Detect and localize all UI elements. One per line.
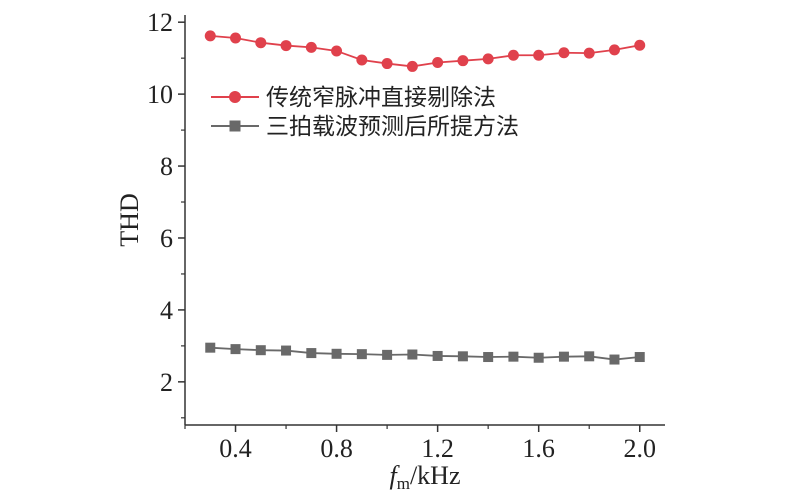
y-ticks: 2 4 6 8 10 12 bbox=[147, 8, 185, 419]
series-1-point bbox=[281, 345, 292, 356]
legend-swatch-marker-0 bbox=[229, 91, 241, 103]
legend-label-0: 传统窄脉冲直接剔除法 bbox=[266, 85, 496, 111]
series-1-point bbox=[457, 351, 468, 362]
y-tick-label: 12 bbox=[147, 8, 173, 37]
series-0-point bbox=[406, 60, 418, 72]
x-tick-label: 0.4 bbox=[219, 434, 252, 463]
series-1-point bbox=[255, 345, 266, 356]
x-axis-title-unit: /kHz bbox=[410, 461, 461, 490]
series-0-point bbox=[381, 58, 393, 70]
series-0-point bbox=[255, 37, 267, 49]
series-0-point bbox=[280, 40, 292, 52]
y-tick-label: 8 bbox=[160, 152, 173, 181]
y-tick-label: 4 bbox=[160, 296, 173, 325]
series-1-point bbox=[432, 350, 443, 361]
x-axis-title: fm/kHz bbox=[389, 461, 460, 493]
series-1-point bbox=[584, 351, 595, 362]
series-1-point bbox=[407, 349, 418, 360]
y-tick-label: 2 bbox=[160, 368, 173, 397]
series-line-0 bbox=[210, 34, 640, 68]
series-0-point bbox=[583, 47, 595, 59]
series-1-point bbox=[306, 348, 317, 359]
x-ticks: 0.4 0.8 1.2 1.6 2.0 bbox=[184, 425, 656, 463]
y-tick-label: 6 bbox=[160, 224, 173, 253]
series-1-point bbox=[634, 352, 645, 363]
legend-entry-1: 三拍载波预测后所提方法 bbox=[211, 114, 519, 140]
axes-frame bbox=[184, 15, 665, 426]
x-axis-title-main: f bbox=[389, 461, 400, 490]
x-tick-label: 0.8 bbox=[320, 434, 353, 463]
series-0-point bbox=[432, 56, 444, 68]
series-1-point bbox=[558, 351, 569, 362]
x-tick-label: 1.6 bbox=[522, 434, 555, 463]
series-1-point bbox=[609, 354, 620, 365]
series-0-point bbox=[482, 53, 494, 65]
series-0-point bbox=[634, 39, 646, 51]
series-1-point bbox=[382, 349, 393, 360]
series-0-point bbox=[608, 44, 620, 56]
legend-swatch-marker-1 bbox=[229, 120, 241, 132]
series-0-point bbox=[204, 30, 216, 42]
x-axis-title-sub: m bbox=[397, 474, 410, 493]
y-axis-title: THD bbox=[115, 193, 144, 246]
x-tick-label: 1.2 bbox=[421, 434, 454, 463]
series-0-point bbox=[230, 32, 242, 44]
legend: 传统窄脉冲直接剔除法 三拍载波预测后所提方法 bbox=[211, 85, 519, 140]
legend-entry-0: 传统窄脉冲直接剔除法 bbox=[211, 85, 496, 111]
series-1-point bbox=[205, 342, 216, 353]
y-tick-label: 10 bbox=[147, 80, 173, 109]
series-0-point bbox=[533, 49, 545, 61]
series-line-1 bbox=[210, 346, 640, 361]
series-1-point bbox=[483, 352, 494, 363]
legend-label-1: 三拍载波预测后所提方法 bbox=[266, 114, 519, 140]
series-0-point bbox=[457, 55, 469, 67]
series-0-point bbox=[331, 45, 343, 57]
series-0-point bbox=[507, 49, 519, 61]
series-0-point bbox=[356, 54, 368, 66]
series-1-point bbox=[331, 348, 342, 359]
series-1-point bbox=[508, 351, 519, 362]
series-1-point bbox=[356, 349, 367, 360]
series-1-point bbox=[533, 352, 544, 363]
x-tick-label: 2.0 bbox=[623, 434, 656, 463]
series-0-point bbox=[305, 41, 317, 53]
series-layer bbox=[204, 30, 646, 365]
series-0-point bbox=[558, 47, 570, 59]
series-1-point bbox=[230, 344, 241, 355]
